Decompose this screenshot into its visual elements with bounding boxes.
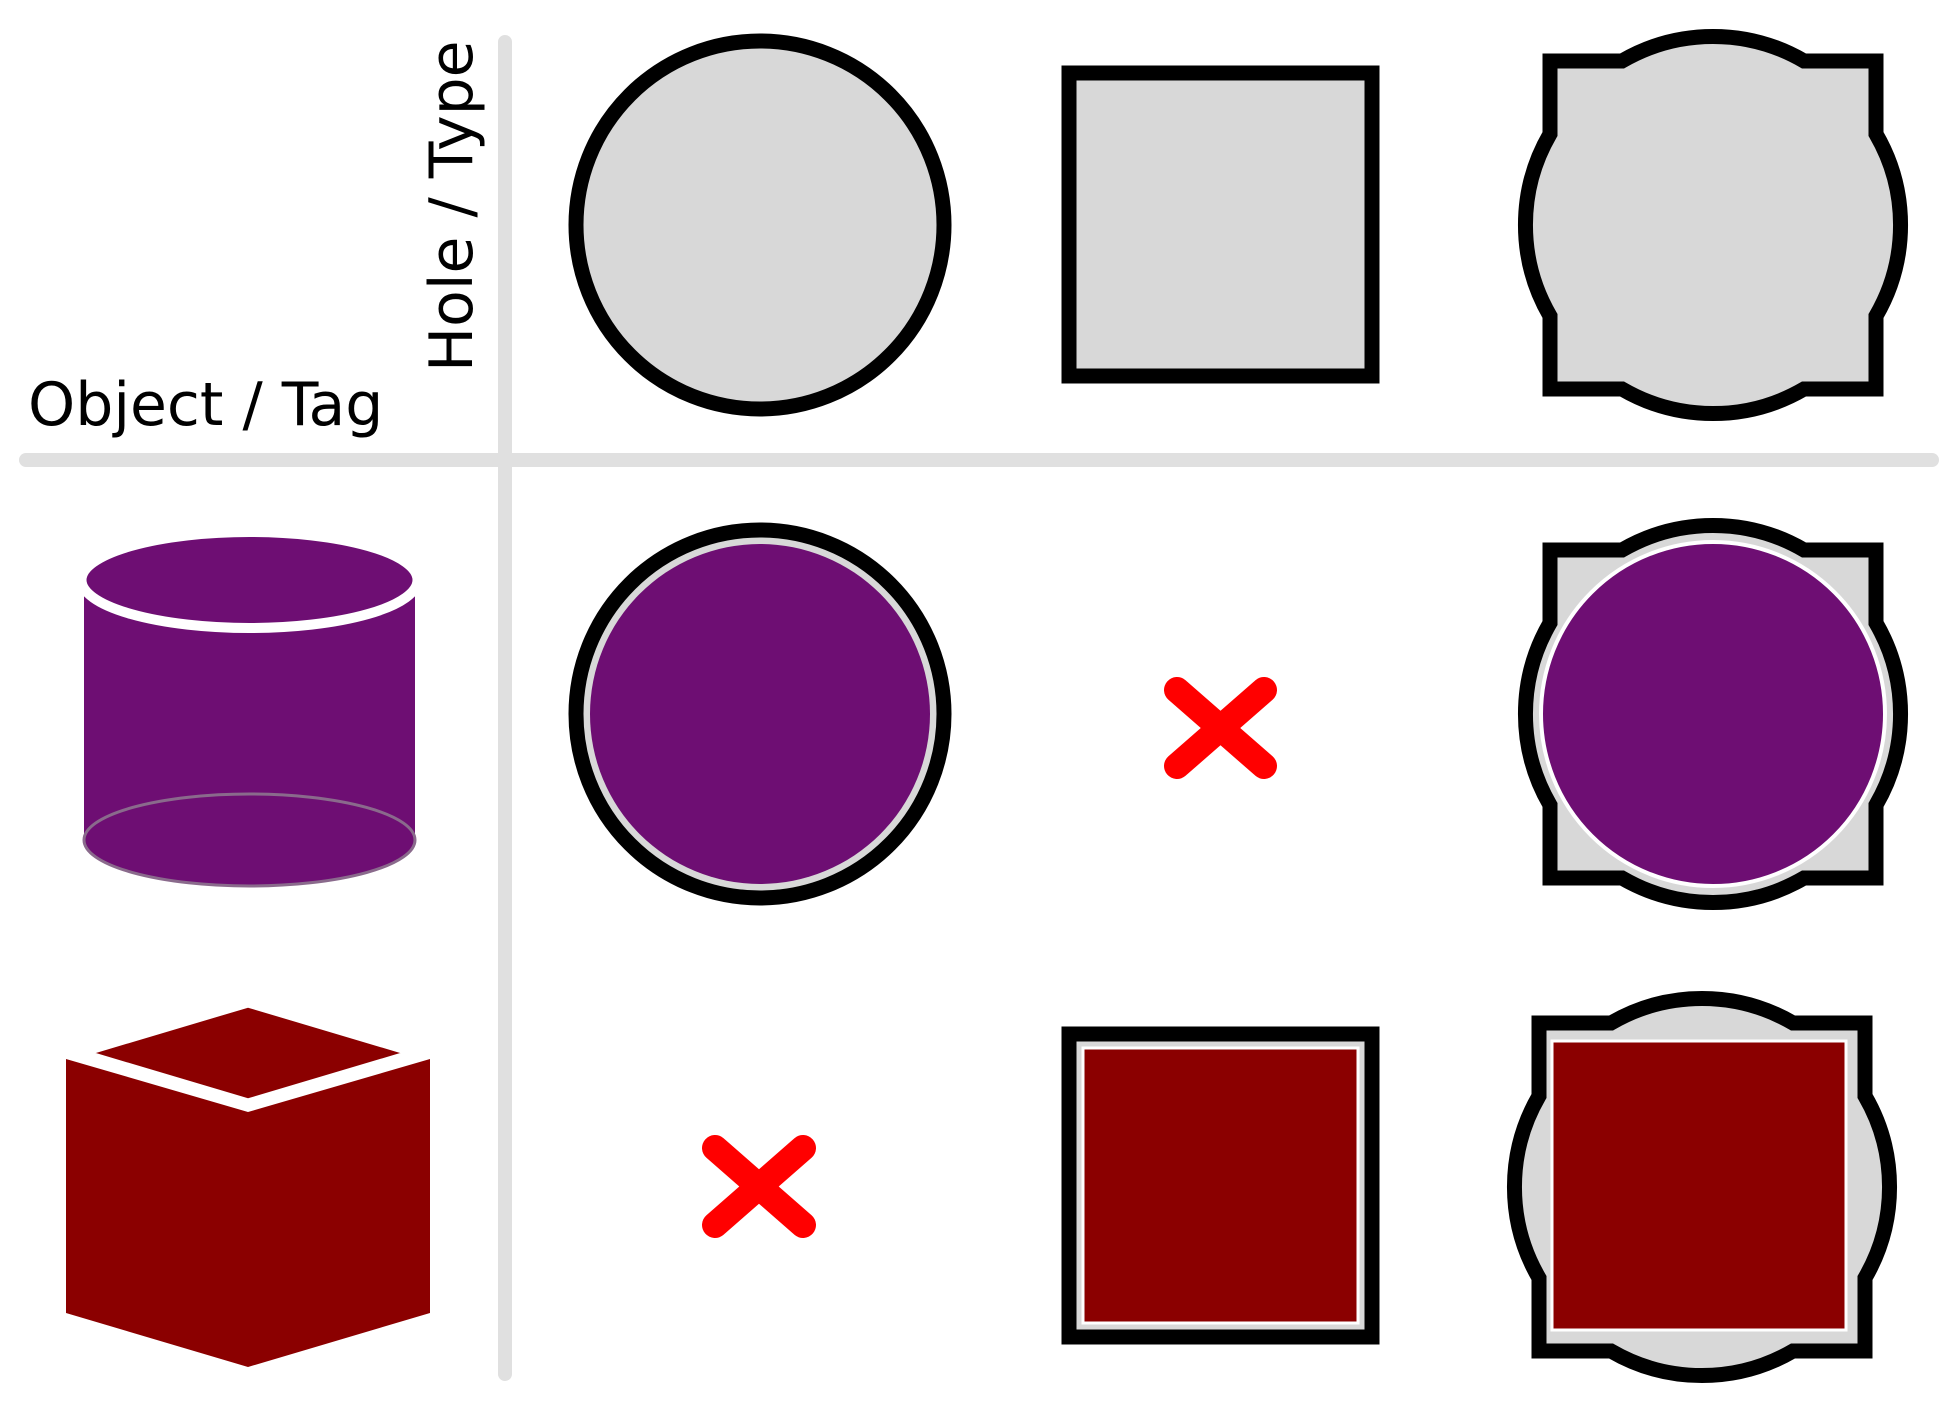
cylinder-in-universal-hole: [1525, 525, 1900, 902]
row-axis-label: Object / Tag: [28, 370, 383, 440]
cylinder-in-round-hole: [568, 522, 952, 906]
cube-object: [66, 998, 430, 1367]
universal-hole-header: [1525, 36, 1900, 413]
cube-fit-square: [1081, 1046, 1360, 1325]
cube-top: [75, 998, 421, 1108]
cube-in-universal-hole: [1514, 998, 1889, 1375]
cylinder-fit-disc: [590, 544, 930, 884]
cylinder-fit-disc: [1539, 540, 1887, 888]
no-fit-icon: [702, 1135, 816, 1238]
cube-in-square-hole: [1061, 1026, 1380, 1345]
square-hole-header: [1061, 65, 1380, 384]
no-fit-icon: [1164, 677, 1277, 779]
cylinder-object: [76, 527, 423, 888]
round-hole-header: [568, 33, 952, 417]
column-axis-label: Hole / Type: [417, 40, 487, 372]
cube-front: [66, 1059, 430, 1367]
cylinder-top: [76, 527, 423, 633]
cylinder-bottom: [82, 792, 417, 888]
cube-fit-square: [1550, 1039, 1848, 1332]
